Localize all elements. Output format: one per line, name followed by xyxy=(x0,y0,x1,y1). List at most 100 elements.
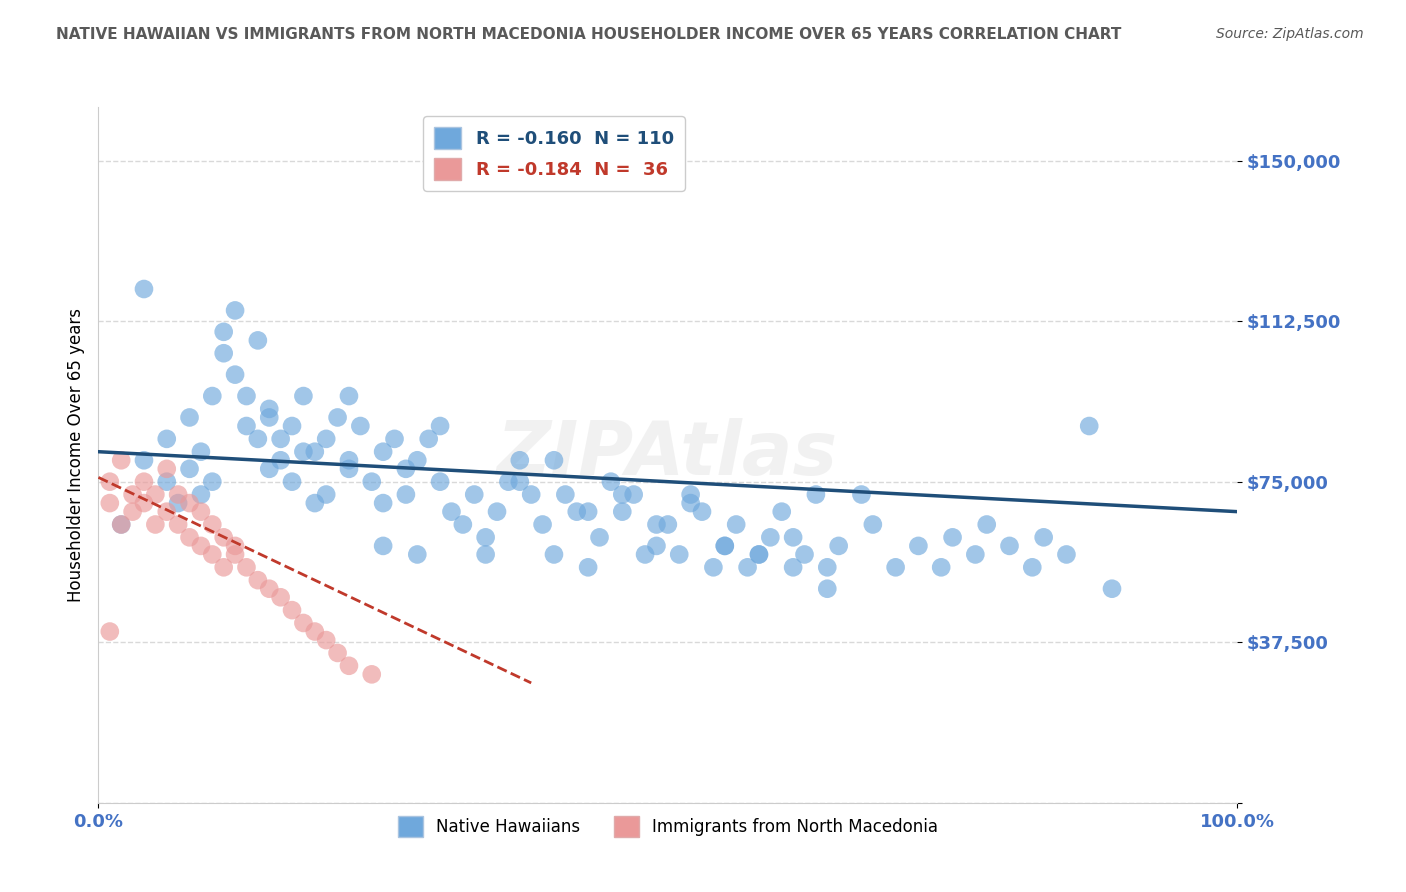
Point xyxy=(270,591,292,605)
Point xyxy=(179,496,201,510)
Point xyxy=(281,475,304,489)
Point xyxy=(132,453,155,467)
Point xyxy=(337,389,360,403)
Point xyxy=(156,505,179,519)
Point xyxy=(235,419,257,434)
Point xyxy=(543,453,565,467)
Point xyxy=(145,517,167,532)
Point xyxy=(429,419,451,434)
Point xyxy=(212,346,235,360)
Point xyxy=(440,505,463,519)
Point xyxy=(304,444,326,458)
Point xyxy=(246,334,269,348)
Point xyxy=(315,487,337,501)
Point xyxy=(748,548,770,562)
Point xyxy=(132,475,155,489)
Point xyxy=(1101,582,1123,596)
Point xyxy=(815,560,838,574)
Point xyxy=(395,462,418,476)
Point xyxy=(804,487,827,501)
Point xyxy=(315,432,337,446)
Point xyxy=(576,505,599,519)
Point xyxy=(395,487,418,501)
Point xyxy=(815,582,838,596)
Point xyxy=(190,539,212,553)
Point xyxy=(167,496,190,510)
Point xyxy=(360,667,382,681)
Point xyxy=(212,325,235,339)
Point xyxy=(201,389,224,403)
Point xyxy=(907,539,929,553)
Point xyxy=(679,496,702,510)
Point xyxy=(201,548,224,562)
Point xyxy=(600,475,623,489)
Point xyxy=(463,487,485,501)
Point xyxy=(315,633,337,648)
Point xyxy=(406,548,429,562)
Point xyxy=(132,282,155,296)
Point xyxy=(498,475,520,489)
Point xyxy=(337,462,360,476)
Point xyxy=(110,517,132,532)
Point xyxy=(554,487,576,501)
Point xyxy=(371,539,394,553)
Point xyxy=(612,505,634,519)
Point xyxy=(360,475,382,489)
Point xyxy=(851,487,873,501)
Point xyxy=(588,530,610,544)
Point xyxy=(612,487,634,501)
Point xyxy=(224,303,246,318)
Point xyxy=(270,453,292,467)
Point xyxy=(224,539,246,553)
Point xyxy=(259,462,281,476)
Point xyxy=(292,444,315,458)
Point xyxy=(98,475,121,489)
Point xyxy=(179,410,201,425)
Point xyxy=(645,517,668,532)
Point xyxy=(235,560,257,574)
Point xyxy=(474,548,496,562)
Point xyxy=(281,419,304,434)
Point xyxy=(451,517,474,532)
Point xyxy=(714,539,737,553)
Point xyxy=(259,401,281,416)
Point xyxy=(212,530,235,544)
Point xyxy=(121,487,143,501)
Point xyxy=(281,603,304,617)
Point xyxy=(179,462,201,476)
Point xyxy=(929,560,952,574)
Point xyxy=(337,453,360,467)
Point xyxy=(371,444,394,458)
Point xyxy=(862,517,884,532)
Point xyxy=(224,368,246,382)
Point xyxy=(782,530,804,544)
Point xyxy=(110,453,132,467)
Point xyxy=(702,560,724,574)
Point xyxy=(156,462,179,476)
Point xyxy=(270,432,292,446)
Point xyxy=(212,560,235,574)
Point xyxy=(235,389,257,403)
Point xyxy=(1078,419,1101,434)
Point xyxy=(429,475,451,489)
Point xyxy=(190,444,212,458)
Point xyxy=(737,560,759,574)
Point xyxy=(828,539,851,553)
Point xyxy=(770,505,793,519)
Point xyxy=(304,624,326,639)
Point xyxy=(190,487,212,501)
Point xyxy=(782,560,804,574)
Point xyxy=(224,548,246,562)
Point xyxy=(349,419,371,434)
Point xyxy=(690,505,713,519)
Point xyxy=(145,487,167,501)
Point xyxy=(190,505,212,519)
Point xyxy=(565,505,588,519)
Point xyxy=(748,548,770,562)
Y-axis label: Householder Income Over 65 years: Householder Income Over 65 years xyxy=(66,308,84,602)
Point xyxy=(384,432,406,446)
Point xyxy=(156,432,179,446)
Point xyxy=(110,517,132,532)
Point xyxy=(156,475,179,489)
Point xyxy=(292,389,315,403)
